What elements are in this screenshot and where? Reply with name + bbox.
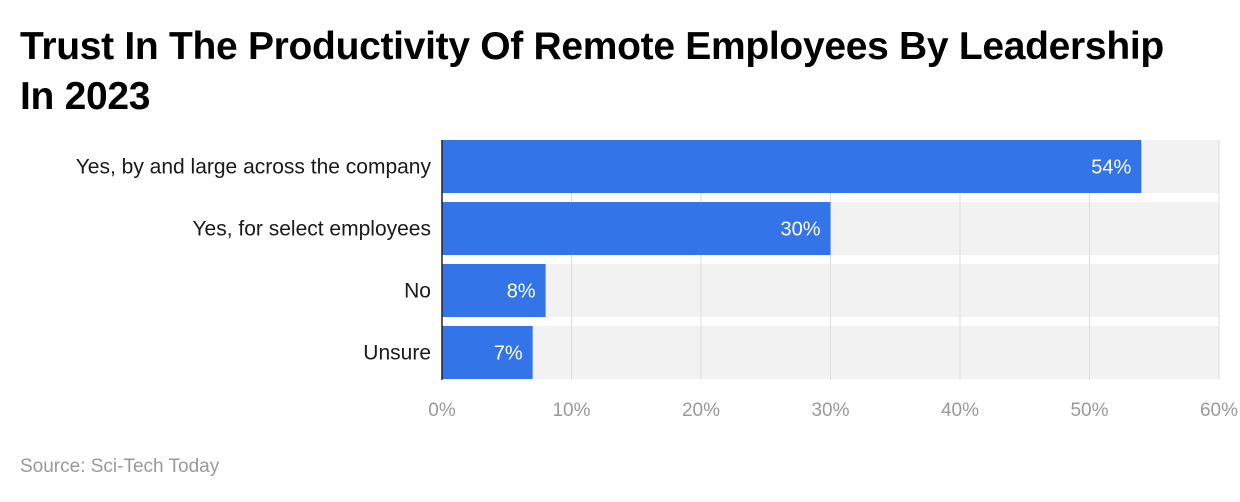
- x-tick-label: 30%: [811, 400, 849, 421]
- bar: [442, 202, 831, 255]
- bar: [442, 326, 533, 379]
- x-tick-labels: 0% 10% 20% 30% 40% 50% 60%: [428, 400, 1238, 421]
- x-tick-label: 20%: [682, 400, 720, 421]
- x-tick-label: 50%: [1070, 400, 1108, 421]
- bar: [442, 264, 546, 317]
- data-label: 8%: [507, 281, 536, 303]
- category-labels: Yes, by and large across the company Yes,…: [76, 156, 432, 365]
- data-label: 54%: [1091, 157, 1131, 179]
- category-label: Yes, by and large across the company: [76, 156, 432, 179]
- source-note: Source: Sci-Tech Today: [20, 456, 220, 477]
- x-tick-label: 0%: [428, 400, 456, 421]
- data-label: 30%: [780, 219, 820, 241]
- category-label: Yes, for select employees: [192, 218, 431, 241]
- chart-title: Trust In The Productivity Of Remote Empl…: [20, 25, 1164, 118]
- data-labels: 54% 30% 8% 7%: [494, 157, 1132, 365]
- bar: [442, 140, 1142, 193]
- category-label: Unsure: [363, 342, 431, 365]
- category-label: No: [404, 280, 431, 303]
- x-tick-label: 10%: [552, 400, 590, 421]
- x-tick-label: 40%: [941, 400, 979, 421]
- data-label: 7%: [494, 343, 523, 365]
- bars: [442, 140, 1142, 379]
- x-tick-label: 60%: [1200, 400, 1238, 421]
